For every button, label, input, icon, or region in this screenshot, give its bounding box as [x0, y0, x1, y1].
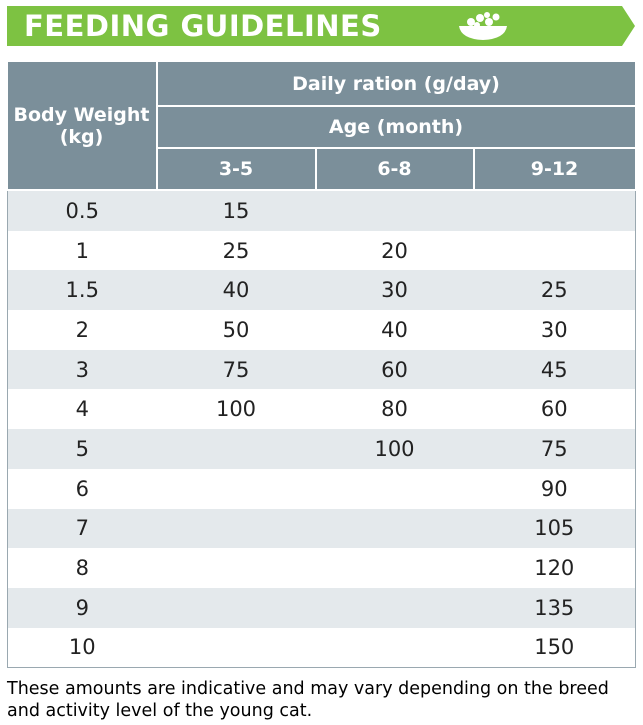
empty-cell: [316, 628, 474, 668]
ration-cell: 40: [156, 270, 316, 311]
weight-cell: 1: [75, 238, 89, 263]
column-header: 3-5: [155, 147, 317, 191]
ration-cell: 105: [473, 508, 636, 549]
weight-cell: 2: [75, 317, 89, 342]
empty-cell: [315, 587, 474, 628]
empty-cell: [157, 469, 316, 509]
empty-cell: [156, 508, 316, 549]
group-header: Daily ration (g/day): [155, 60, 637, 107]
title: FEEDING GUIDELINES: [24, 9, 382, 43]
bowl-icon: [459, 12, 507, 40]
empty-cell: [474, 231, 636, 271]
empty-cell: [473, 190, 636, 231]
ration-cell: 50: [222, 317, 250, 342]
table-row: 1 25 20: [8, 231, 636, 271]
weight-cell: 9: [7, 587, 157, 628]
table-row: 8 120: [8, 548, 636, 588]
empty-cell: [157, 628, 316, 668]
empty-cell: [157, 548, 316, 588]
ration-cell: 25: [222, 238, 250, 263]
weight-cell: 6: [75, 476, 89, 501]
table-row: 5 100 75: [7, 429, 636, 469]
table-row: 9 135: [7, 587, 636, 628]
ration-cell: 90: [540, 476, 568, 501]
empty-cell: [315, 508, 474, 549]
ration-cell: 30: [540, 317, 568, 342]
ration-cell: 120: [534, 556, 575, 581]
ration-cell: 150: [534, 635, 575, 660]
ration-cell: 60: [315, 349, 474, 390]
ration-cell: 100: [215, 397, 257, 422]
weight-cell: 3: [7, 349, 157, 390]
ration-cell: 80: [381, 397, 408, 422]
column-header: 6-8: [314, 147, 475, 191]
ration-cell: 40: [381, 317, 408, 342]
sub-header: Age (month): [155, 105, 637, 149]
weight-cell: 8: [75, 556, 89, 581]
feeding-table: Body Weight (kg) Daily ration (g/day) Ag…: [7, 60, 637, 668]
ration-cell: 60: [540, 397, 568, 422]
weight-cell: 5: [7, 429, 157, 469]
table-row: 1.5 40 30 25: [7, 270, 636, 311]
empty-cell: [156, 429, 316, 469]
row-header: Body Weight (kg): [7, 60, 158, 191]
ration-cell: 20: [381, 238, 408, 263]
weight-cell: 4: [75, 397, 89, 422]
empty-cell: [156, 587, 316, 628]
ration-cell: 15: [156, 190, 316, 231]
ration-cell: 100: [315, 429, 474, 469]
ration-cell: 135: [473, 587, 636, 628]
table-row: 6 90: [8, 469, 636, 509]
weight-cell: 7: [7, 508, 157, 549]
title-banner: [7, 6, 635, 46]
ration-cell: 25: [473, 270, 636, 311]
empty-cell: [315, 190, 474, 231]
table-row: 4 100 80 60: [8, 389, 636, 429]
table-row: 10 150: [8, 628, 636, 668]
table-row: 7 105: [7, 508, 636, 549]
weight-cell: 10: [68, 635, 96, 660]
empty-cell: [316, 469, 474, 509]
column-header: 9-12: [472, 147, 637, 191]
footnote: These amounts are indicative and may var…: [7, 679, 609, 721]
ration-cell: 45: [473, 349, 636, 390]
table-row: 0.5 15: [7, 190, 636, 231]
empty-cell: [316, 548, 474, 588]
table-row: 2 50 40 30: [8, 310, 636, 350]
ration-cell: 75: [156, 349, 316, 390]
weight-cell: 0.5: [7, 190, 157, 231]
weight-cell: 1.5: [7, 270, 157, 311]
ration-cell: 75: [473, 429, 636, 469]
table-row: 3 75 60 45: [7, 349, 636, 390]
ration-cell: 30: [315, 270, 474, 311]
